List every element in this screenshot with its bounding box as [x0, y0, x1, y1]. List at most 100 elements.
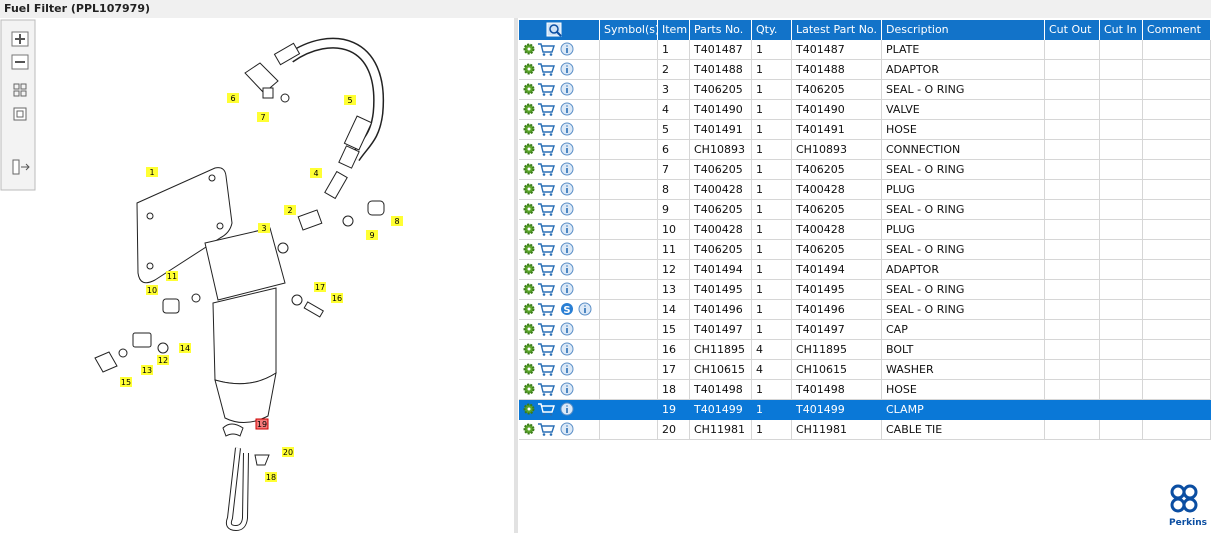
latest-part-no-cell[interactable]: CH10893: [792, 140, 882, 160]
part-no-cell[interactable]: T401495: [690, 280, 752, 300]
empty-cell[interactable]: [1100, 180, 1143, 200]
empty-cell[interactable]: [1143, 220, 1211, 240]
latest-part-no-cell[interactable]: T401498: [792, 380, 882, 400]
empty-cell[interactable]: [1045, 280, 1100, 300]
qty-cell[interactable]: 1: [752, 420, 792, 440]
empty-cell[interactable]: [1045, 40, 1100, 60]
empty-cell[interactable]: [1045, 360, 1100, 380]
empty-cell[interactable]: [1045, 380, 1100, 400]
qty-cell[interactable]: 1: [752, 280, 792, 300]
empty-cell[interactable]: [1143, 320, 1211, 340]
empty-cell[interactable]: [600, 160, 658, 180]
empty-cell[interactable]: [1100, 120, 1143, 140]
row-icons[interactable]: [521, 101, 599, 119]
empty-cell[interactable]: [1100, 40, 1143, 60]
description-cell[interactable]: PLATE: [882, 40, 1045, 60]
row-icons[interactable]: [521, 221, 599, 239]
item-cell[interactable]: 5: [658, 120, 690, 140]
empty-cell[interactable]: [1100, 360, 1143, 380]
empty-cell[interactable]: [1143, 120, 1211, 140]
latest-part-no-cell[interactable]: CH10615: [792, 360, 882, 380]
empty-cell[interactable]: [1143, 240, 1211, 260]
empty-cell[interactable]: [1045, 180, 1100, 200]
row-icons[interactable]: [521, 161, 599, 179]
empty-cell[interactable]: [1143, 200, 1211, 220]
empty-cell[interactable]: [1143, 100, 1211, 120]
empty-cell[interactable]: [1045, 340, 1100, 360]
empty-cell[interactable]: [600, 280, 658, 300]
splitter[interactable]: [514, 18, 518, 533]
item-cell[interactable]: 9: [658, 200, 690, 220]
empty-cell[interactable]: [600, 180, 658, 200]
callout[interactable]: 9: [366, 230, 378, 240]
row-icons[interactable]: [521, 181, 599, 199]
description-cell[interactable]: SEAL - O RING: [882, 300, 1045, 320]
empty-cell[interactable]: [600, 320, 658, 340]
description-cell[interactable]: PLUG: [882, 220, 1045, 240]
side-panel-button[interactable]: [12, 159, 30, 175]
description-cell[interactable]: VALVE: [882, 100, 1045, 120]
row-icons[interactable]: [521, 361, 599, 379]
qty-cell[interactable]: 1: [752, 160, 792, 180]
item-cell[interactable]: 10: [658, 220, 690, 240]
empty-cell[interactable]: [1143, 260, 1211, 280]
empty-cell[interactable]: [1100, 240, 1143, 260]
latest-part-no-cell[interactable]: T406205: [792, 160, 882, 180]
row-icons[interactable]: [521, 401, 599, 419]
qty-cell[interactable]: 1: [752, 380, 792, 400]
latest-part-no-cell[interactable]: T401495: [792, 280, 882, 300]
empty-cell[interactable]: [1143, 420, 1211, 440]
latest-part-no-cell[interactable]: T406205: [792, 200, 882, 220]
item-cell[interactable]: 17: [658, 360, 690, 380]
callout[interactable]: 3: [258, 223, 270, 233]
latest-part-no-cell[interactable]: T401487: [792, 40, 882, 60]
part-no-cell[interactable]: T406205: [690, 240, 752, 260]
description-cell[interactable]: SEAL - O RING: [882, 160, 1045, 180]
empty-cell[interactable]: [1045, 300, 1100, 320]
qty-cell[interactable]: 1: [752, 260, 792, 280]
part-no-cell[interactable]: T401490: [690, 100, 752, 120]
empty-cell[interactable]: [1100, 80, 1143, 100]
callout[interactable]: 12: [157, 355, 169, 365]
empty-cell[interactable]: [1100, 60, 1143, 80]
empty-cell[interactable]: [1143, 40, 1211, 60]
callout[interactable]: 4: [310, 168, 322, 178]
empty-cell[interactable]: [1100, 420, 1143, 440]
qty-cell[interactable]: 1: [752, 80, 792, 100]
empty-cell[interactable]: [600, 220, 658, 240]
qty-cell[interactable]: 1: [752, 120, 792, 140]
actual-size-button[interactable]: [13, 107, 27, 121]
column-header[interactable]: Cut Out: [1045, 20, 1100, 40]
part-no-cell[interactable]: T406205: [690, 160, 752, 180]
row-icons[interactable]: [521, 321, 599, 339]
part-no-cell[interactable]: T401491: [690, 120, 752, 140]
description-cell[interactable]: PLUG: [882, 180, 1045, 200]
qty-cell[interactable]: 1: [752, 240, 792, 260]
empty-cell[interactable]: [1143, 60, 1211, 80]
empty-cell[interactable]: [1045, 420, 1100, 440]
qty-cell[interactable]: 1: [752, 320, 792, 340]
description-cell[interactable]: SEAL - O RING: [882, 280, 1045, 300]
qty-cell[interactable]: 1: [752, 220, 792, 240]
row-icons[interactable]: [521, 341, 599, 359]
latest-part-no-cell[interactable]: CH11981: [792, 420, 882, 440]
part-no-cell[interactable]: T400428: [690, 180, 752, 200]
empty-cell[interactable]: [1100, 400, 1143, 420]
item-cell[interactable]: 11: [658, 240, 690, 260]
row-icons[interactable]: [521, 241, 599, 259]
empty-cell[interactable]: [1143, 300, 1211, 320]
row-icons[interactable]: [521, 141, 599, 159]
fit-button[interactable]: [13, 83, 27, 97]
row-icons[interactable]: S: [521, 301, 599, 319]
callout[interactable]: 15: [120, 377, 132, 387]
latest-part-no-cell[interactable]: T406205: [792, 80, 882, 100]
description-cell[interactable]: CLAMP: [882, 400, 1045, 420]
empty-cell[interactable]: [1045, 80, 1100, 100]
callout[interactable]: 2: [284, 205, 296, 215]
empty-cell[interactable]: [600, 400, 658, 420]
description-cell[interactable]: SEAL - O RING: [882, 80, 1045, 100]
empty-cell[interactable]: [1100, 300, 1143, 320]
latest-part-no-cell[interactable]: T400428: [792, 180, 882, 200]
latest-part-no-cell[interactable]: T401496: [792, 300, 882, 320]
callout[interactable]: 7: [257, 112, 269, 122]
